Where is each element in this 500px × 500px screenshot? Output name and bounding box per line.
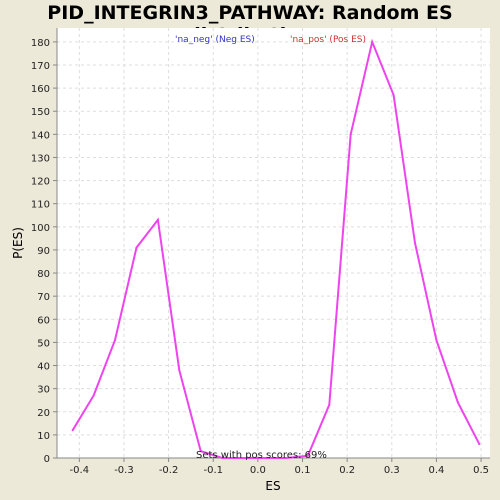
y-tick-label: 150 (31, 107, 50, 118)
data-point (349, 133, 352, 136)
data-point (135, 246, 138, 249)
y-tick-label: 170 (31, 61, 50, 72)
data-point (371, 40, 374, 43)
data-point (478, 443, 481, 446)
x-ticks: -0.4 -0.3 -0.2 -0.1 0.0 0.1 0.2 0.3 0.4 0.5 (70, 458, 489, 476)
x-tick-label: 0.0 (250, 465, 266, 476)
x-tick-label: 0.5 (473, 465, 489, 476)
pos-scores-annotation: Sets with pos scores: 69% (196, 450, 327, 461)
y-tick-label: 180 (31, 38, 50, 49)
y-tick-label: 30 (37, 385, 50, 396)
data-point (92, 394, 95, 397)
y-tick-label: 140 (31, 130, 50, 141)
x-tick-label: 0.3 (384, 465, 400, 476)
data-point (456, 401, 459, 404)
legend-neg: 'na_neg' (Neg ES) (175, 35, 255, 45)
y-tick-label: 80 (37, 269, 50, 280)
y-ticks: 0 10 20 30 40 50 60 70 80 90 100 110 120 130 140 150 160… (31, 38, 57, 465)
data-point (114, 339, 117, 342)
data-point (199, 450, 202, 453)
y-tick-label: 10 (37, 431, 50, 442)
y-tick-label: 130 (31, 153, 50, 164)
data-point (435, 339, 438, 342)
data-point (221, 457, 224, 459)
legend-pos: 'na_pos' (Pos ES) (290, 35, 366, 45)
data-point (414, 242, 417, 244)
y-tick-label: 120 (31, 177, 50, 188)
y-tick-label: 20 (37, 408, 50, 419)
x-tick-label: -0.3 (114, 465, 134, 476)
data-point (392, 94, 395, 97)
x-tick-label: 0.4 (428, 465, 444, 476)
y-axis-label: P(ES) (11, 227, 25, 259)
x-tick-label: -0.2 (159, 465, 179, 476)
data-point (285, 457, 288, 459)
series-line (71, 38, 481, 459)
y-tick-label: 60 (37, 315, 50, 326)
y-tick-label: 70 (37, 292, 50, 303)
data-point (156, 218, 159, 221)
x-tick-label: 0.2 (339, 465, 355, 476)
y-tick-label: 160 (31, 84, 50, 95)
y-tick-label: 110 (31, 200, 50, 211)
series (71, 38, 481, 459)
data-point (242, 457, 245, 459)
data-point (328, 403, 331, 406)
y-tick-label: 100 (31, 223, 50, 234)
data-point (306, 454, 309, 457)
data-point (71, 429, 74, 432)
data-point (264, 457, 267, 459)
data-point (178, 369, 181, 372)
x-tick-label: -0.4 (70, 465, 90, 476)
y-tick-label: 90 (37, 246, 50, 257)
y-tick-label: 0 (44, 454, 50, 465)
x-tick-label: 0.1 (295, 465, 311, 476)
x-tick-label: -0.1 (203, 465, 223, 476)
grid (57, 28, 490, 458)
plot-area (57, 28, 490, 458)
y-tick-label: 50 (37, 338, 50, 349)
x-axis-label: ES (265, 479, 280, 493)
y-tick-label: 40 (37, 362, 50, 373)
